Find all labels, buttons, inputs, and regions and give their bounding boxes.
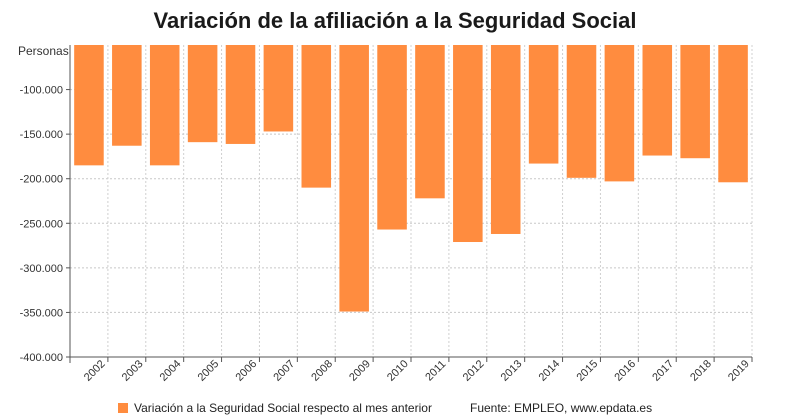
source-note: Fuente: EMPLEO, www.epdata.es <box>470 401 653 415</box>
bar-2005 <box>187 45 218 143</box>
bar-2007 <box>263 45 294 132</box>
legend-label: Variación a la Seguridad Social respecto… <box>134 401 432 415</box>
y-tick-label: -250.000 <box>20 218 63 230</box>
x-tick-label: 2010 <box>385 358 411 384</box>
bar-2004 <box>149 45 180 166</box>
bar-2006 <box>225 45 256 144</box>
bar-2015 <box>566 45 597 178</box>
bar-2012 <box>453 45 483 243</box>
bar-2003 <box>112 45 142 146</box>
y-axis-label: Personas <box>18 44 69 58</box>
x-tick-label: 2003 <box>120 358 146 384</box>
x-tick-label: 2016 <box>612 358 638 384</box>
bar-2016 <box>604 45 635 182</box>
x-tick-label: 2017 <box>650 358 676 384</box>
x-tick-label: 2008 <box>309 358 335 384</box>
axes <box>66 45 753 363</box>
x-tick-label: 2018 <box>688 358 714 384</box>
legend-swatch <box>118 403 128 413</box>
x-tick-label: 2015 <box>574 358 600 384</box>
x-tick-label: 2006 <box>233 358 259 384</box>
y-tick-label: -350.000 <box>20 307 63 319</box>
x-tick-label: 2011 <box>423 358 448 383</box>
x-tick-label: 2002 <box>82 358 108 384</box>
x-tick-label: 2019 <box>726 358 752 384</box>
x-tick-label: 2005 <box>196 358 222 384</box>
x-tick-label: 2012 <box>461 358 487 384</box>
legend: Variación a la Seguridad Social respecto… <box>118 401 432 415</box>
bar-2019 <box>718 45 748 183</box>
bar-2008 <box>301 45 332 188</box>
y-tick-label: -150.000 <box>20 129 63 141</box>
x-tick-label: 2014 <box>537 358 563 384</box>
bar-2017 <box>642 45 673 156</box>
y-tick-labels: -100.000 -150.000 -200.000 -250.000 -300.000… <box>20 85 63 364</box>
x-tick-label: 2007 <box>271 358 297 384</box>
x-tick-label: 2009 <box>347 358 373 384</box>
bars <box>74 45 748 312</box>
bar-2013 <box>490 45 521 234</box>
bar-2009 <box>339 45 369 312</box>
x-tick-labels: 2002 2003 2004 2005 2006 2007 2008 2009 2010 2011… <box>82 358 752 384</box>
y-tick-label: -400.000 <box>20 352 63 364</box>
x-tick-label: 2004 <box>158 358 184 384</box>
bar-2014 <box>528 45 559 164</box>
y-tick-label: -100.000 <box>20 85 63 97</box>
y-tick-label: -200.000 <box>20 174 63 186</box>
y-tick-label: -300.000 <box>20 263 63 275</box>
bar-2011 <box>415 45 445 199</box>
x-tick-label: 2013 <box>499 358 525 384</box>
bar-2018 <box>680 45 710 159</box>
bar-2002 <box>74 45 104 166</box>
chart-title: Variación de la afiliación a la Segurida… <box>153 8 637 33</box>
bar-2010 <box>377 45 407 230</box>
